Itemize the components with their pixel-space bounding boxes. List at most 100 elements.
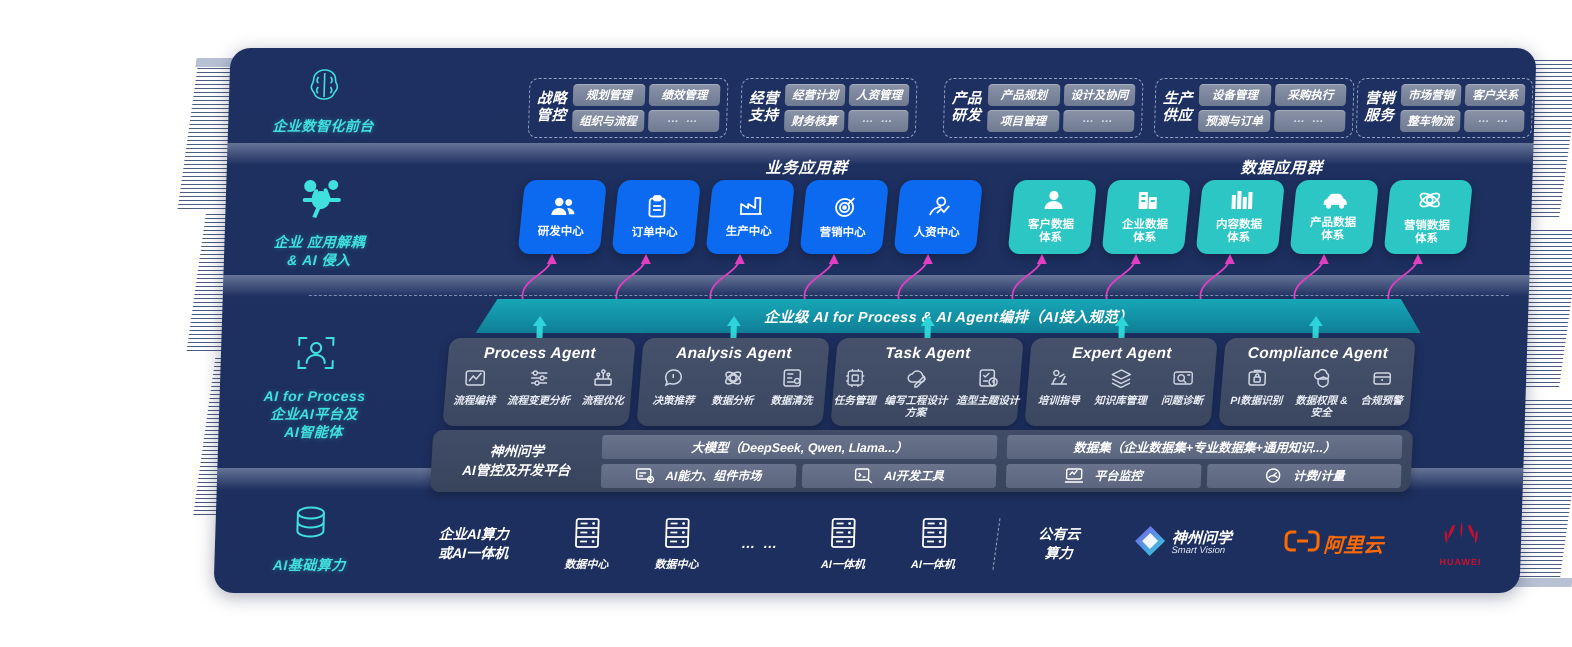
server-icon xyxy=(572,516,603,555)
agent-card-expert[interactable]: Expert Agent 培训指导 知识库管理 问题诊断 xyxy=(1024,338,1218,426)
platform-left-column: 大模型（DeepSeek, Qwen, Llama...） AI能力、组件市场 … xyxy=(600,434,998,488)
agent-card-analysis[interactable]: Analysis Agent 决策推荐 数据分析 数据清洗 xyxy=(636,338,830,426)
rail-ai-infrastructure: AI基础算力 xyxy=(214,503,406,574)
domain-chip[interactable]: 预测与订单 xyxy=(1197,110,1271,132)
agent-card-process[interactable]: Process Agent 流程编排 流程变更分析 流程优化 xyxy=(442,338,636,426)
agent-name: Compliance Agent xyxy=(1247,345,1389,362)
data-card-label: 客户数据 体系 xyxy=(1027,219,1075,244)
person-chart-icon xyxy=(926,195,952,224)
data-group-title: 数据应用群 xyxy=(1240,160,1324,177)
domain-chip[interactable]: 产品规划 xyxy=(987,84,1060,106)
platform-item-label: AI能力、组件市场 xyxy=(665,469,762,483)
logo-huawei[interactable]: HUAWEI xyxy=(1407,520,1516,567)
infra-public-cloud-label: 公有云 算力 xyxy=(1037,525,1081,561)
logo-name: HUAWEI xyxy=(1439,557,1482,567)
platform-item-label: 平台监控 xyxy=(1094,469,1143,483)
domain-chip[interactable]: … … xyxy=(847,110,909,132)
domain-group[interactable]: 经营 支持 经营计划 人资管理 财务核算 … … xyxy=(739,78,918,138)
agent-function[interactable]: 培训指导 xyxy=(1038,368,1081,408)
data-card-label: 内容数据 体系 xyxy=(1215,219,1263,244)
agent-card-compliance[interactable]: Compliance Agent PI数据识别 数据权限 & 安全 合规预警 xyxy=(1218,338,1416,426)
infra-item-label: AI一体机 xyxy=(820,558,866,571)
domain-chip[interactable]: 市场营销 xyxy=(1400,84,1462,106)
agent-function[interactable]: 数据权限 & 安全 xyxy=(1295,368,1349,419)
domain-chip[interactable]: 项目管理 xyxy=(986,110,1060,132)
data-card-content[interactable]: 内容数据 体系 xyxy=(1195,180,1286,254)
logo-name: 神州问学 xyxy=(1171,530,1233,548)
domain-group[interactable]: 生产 供应 设备管理 采购执行 预测与订单 … … xyxy=(1153,78,1355,138)
domain-group[interactable]: 营销 服务 市场营销 客户关系 整车物流 … … xyxy=(1355,78,1534,138)
alert-box-icon xyxy=(1371,368,1394,393)
agent-function[interactable]: 知识库管理 xyxy=(1094,368,1148,408)
app-card-hr-center[interactable]: 人资中心 xyxy=(893,180,984,254)
infra-item-allinone-2[interactable]: AI一体机 xyxy=(888,516,980,572)
rail-label: AI for Process 企业AI平台及 AI智能体 xyxy=(263,388,366,440)
domain-chip[interactable]: … … xyxy=(1062,110,1135,132)
clipboard-icon xyxy=(646,194,669,224)
infra-divider xyxy=(978,517,1015,570)
logo-aliyun[interactable]: 阿里云 xyxy=(1260,529,1408,559)
domain-group[interactable]: 产品 研发 产品规划 设计及协同 项目管理 … … xyxy=(942,78,1144,138)
gauge-icon xyxy=(1263,467,1284,484)
domain-chip[interactable]: 人资管理 xyxy=(848,84,910,106)
database-icon xyxy=(215,503,406,550)
agent-function[interactable]: 编写工程设计方案 xyxy=(879,368,953,419)
agent-function[interactable]: 问题诊断 xyxy=(1161,368,1204,408)
agent-function[interactable]: 流程编排 xyxy=(453,368,496,408)
domain-chip[interactable]: 规划管理 xyxy=(572,84,645,106)
domain-chip[interactable]: 客户关系 xyxy=(1464,84,1526,106)
platform-panel[interactable]: 神州问学 AI管控及开发平台 大模型（DeepSeek, Qwen, Llama… xyxy=(429,430,1414,492)
infra-item-datacenter-2[interactable]: 数据中心 xyxy=(631,516,723,572)
agent-function[interactable]: PI数据识别 xyxy=(1230,368,1284,419)
platform-item-devtool[interactable]: AI开发工具 xyxy=(801,463,997,488)
bulb-chat-icon xyxy=(663,368,686,393)
domain-chip[interactable]: 整车物流 xyxy=(1399,110,1461,132)
app-card-rd-center[interactable]: 研发中心 xyxy=(517,180,608,254)
rail-label: 企业 应用解耦 & AI 侵入 xyxy=(273,234,366,268)
domain-group[interactable]: 战略 管控 规划管理 绩效管理 组织与流程 … … xyxy=(527,78,729,138)
domain-chip[interactable]: 组织与流程 xyxy=(571,110,645,132)
agent-function-label: 数据权限 & 安全 xyxy=(1294,395,1348,419)
logo-smart-vision[interactable]: 神州问学 Smart Vision xyxy=(1103,524,1261,563)
agent-function-label: 培训指导 xyxy=(1037,395,1081,407)
agent-function[interactable]: 任务管理 xyxy=(833,368,877,419)
domain-chip[interactable]: 设备管理 xyxy=(1198,84,1271,106)
agent-function[interactable]: 数据分析 xyxy=(711,368,754,408)
domain-chip[interactable]: 设计及协同 xyxy=(1063,84,1136,106)
data-card-product[interactable]: 产品数据 体系 xyxy=(1289,180,1380,254)
data-card-enterprise[interactable]: 企业数据 体系 xyxy=(1101,180,1192,254)
domain-chip[interactable]: … … xyxy=(1463,110,1525,132)
domain-chip[interactable]: 财务核算 xyxy=(783,110,845,132)
building-icon xyxy=(1136,189,1159,216)
platform-item-market[interactable]: AI能力、组件市场 xyxy=(600,463,797,488)
domain-chip[interactable]: 经营计划 xyxy=(784,84,846,106)
atom-gear-icon xyxy=(722,368,745,393)
app-card-production-center[interactable]: 生产中心 xyxy=(705,180,796,254)
agent-function[interactable]: 流程变更分析 xyxy=(507,368,571,408)
platform-item-monitor[interactable]: 平台监控 xyxy=(1005,463,1202,488)
data-card-customer[interactable]: 客户数据 体系 xyxy=(1007,180,1098,254)
agent-function[interactable]: 决策推荐 xyxy=(652,368,695,408)
domain-chip[interactable]: … … xyxy=(647,110,720,132)
molecule-icon xyxy=(225,176,417,227)
data-card-marketing[interactable]: 营销数据 体系 xyxy=(1383,180,1474,254)
platform-dataset-bar[interactable]: 数据集（企业数据集+专业数据集+通用知识...） xyxy=(1006,434,1403,459)
infra-item-allinone-1[interactable]: AI一体机 xyxy=(798,516,890,572)
domain-chip[interactable]: 绩效管理 xyxy=(648,84,721,106)
platform-llm-bar[interactable]: 大模型（DeepSeek, Qwen, Llama...） xyxy=(601,434,998,459)
agent-function[interactable]: 造型主题设计 xyxy=(956,368,1021,419)
infra-item-datacenter-1[interactable]: 数据中心 xyxy=(541,516,633,572)
agent-function[interactable]: 数据清洗 xyxy=(770,368,813,408)
agent-function[interactable]: 流程优化 xyxy=(582,368,625,408)
domain-chip[interactable]: … … xyxy=(1273,110,1346,132)
platform-item-billing[interactable]: 计费/计量 xyxy=(1206,463,1402,488)
infra-item-label: 数据中心 xyxy=(654,558,699,571)
orchestration-bar[interactable]: 企业级 AI for Process & AI Agent编排（AI接入规范） xyxy=(476,299,1422,333)
app-card-marketing-center[interactable]: 营销中心 xyxy=(799,180,890,254)
agent-function[interactable]: 合规预警 xyxy=(1360,368,1404,419)
app-card-order-center[interactable]: 订单中心 xyxy=(611,180,702,254)
agent-card-task[interactable]: Task Agent 任务管理 编写工程设计方案 造型主题设计 xyxy=(830,338,1024,426)
users-icon xyxy=(550,196,577,223)
domain-chip[interactable]: 采购执行 xyxy=(1274,84,1347,106)
